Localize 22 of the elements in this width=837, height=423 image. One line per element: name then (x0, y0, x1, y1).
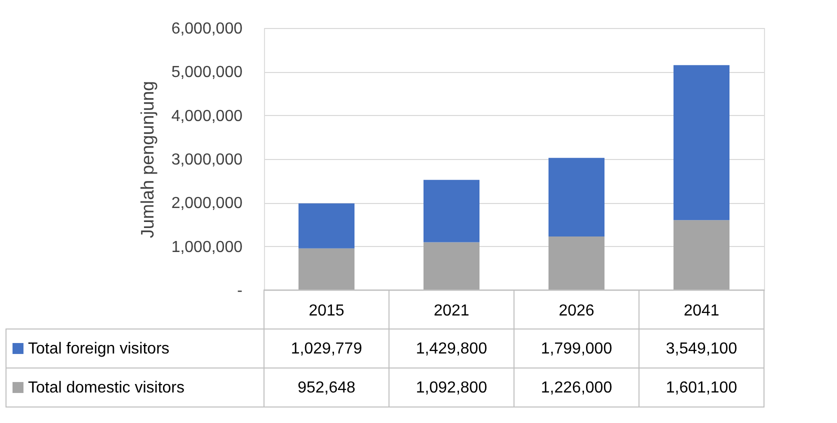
y-axis-title: Jumlah pengunjung (137, 80, 158, 238)
y-tick-label: 3,000,000 (171, 152, 243, 168)
y-tick-label: 6,000,000 (171, 20, 243, 38)
data-label: 952,648 (298, 380, 356, 396)
x-tick-label: 2015 (308, 302, 344, 320)
x-tick-label: 2021 (434, 302, 470, 320)
data-label: 1,029,779 (290, 340, 362, 358)
y-tick-label: 1,000,000 (171, 238, 243, 256)
data-label: 1,799,000 (540, 340, 612, 358)
data-label: 1,429,800 (416, 340, 488, 358)
legend-label: Total domestic visitors (28, 380, 184, 396)
x-tick-label: 2026 (558, 302, 594, 320)
y-tick-label: - (237, 282, 242, 300)
data-label: 1,226,000 (540, 380, 612, 396)
legend-label: Total foreign visitors (28, 340, 170, 358)
data-label: 3,549,100 (666, 340, 738, 358)
data-label: 1,092,800 (416, 380, 488, 396)
y-tick-label: 4,000,000 (171, 108, 243, 125)
y-tick-label: 2,000,000 (171, 195, 243, 212)
data-label: 1,601,100 (666, 380, 738, 396)
x-tick-label: 2041 (684, 302, 720, 320)
y-tick-label: 5,000,000 (171, 64, 243, 82)
